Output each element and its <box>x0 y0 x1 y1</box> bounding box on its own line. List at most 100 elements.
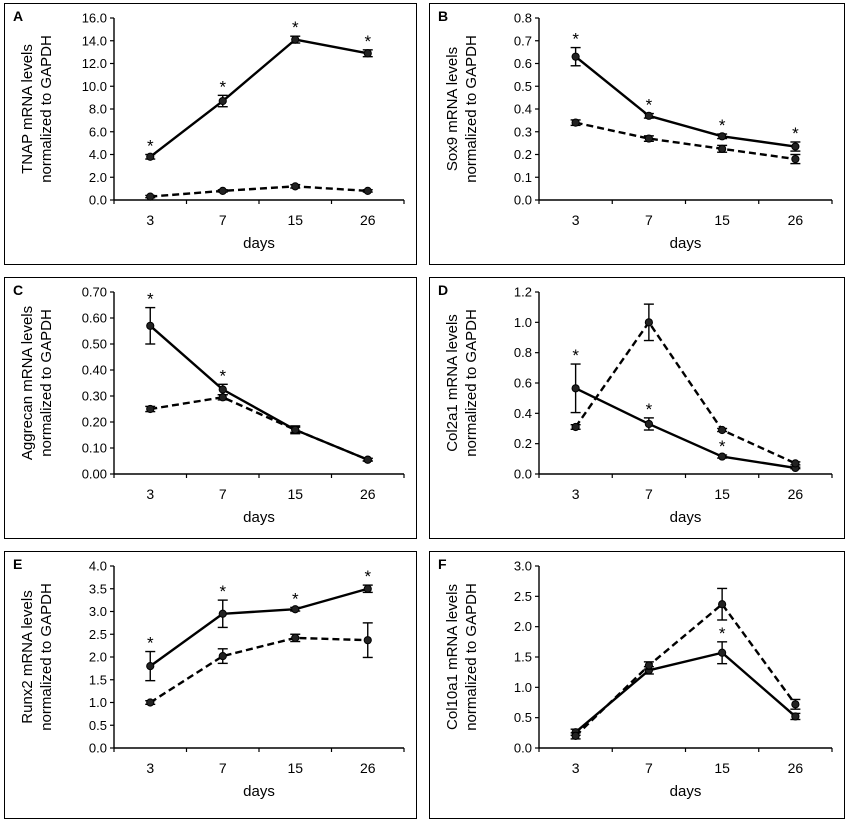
y-tick-label: 0.00 <box>82 467 107 482</box>
data-point-solid <box>363 49 372 58</box>
x-tick-label: 7 <box>645 760 653 776</box>
x-tick-label: 15 <box>287 212 303 228</box>
y-tick-label: 3.0 <box>89 604 107 619</box>
series-line-dashed <box>574 321 796 465</box>
x-tick-label: 26 <box>788 760 804 776</box>
chart-svg-d: D 0.0 0.2 0.4 0.6 0.8 1.0 1.2 3 7 15 26 days Col2a1 m… <box>438 282 833 526</box>
y-tick-label: 16.0 <box>82 11 107 26</box>
y-tick-label: 0.3 <box>514 124 532 139</box>
significance-asterisk: * <box>292 18 299 37</box>
y-tick-label: 1.2 <box>514 285 532 300</box>
y-tick-label: 0.0 <box>89 741 107 756</box>
x-axis-label: days <box>243 235 275 252</box>
y-tick-label: 0.6 <box>514 376 532 391</box>
data-point-dashed <box>718 425 727 435</box>
y-tick-label: 0.5 <box>514 710 532 725</box>
y-tick-label: 0.40 <box>82 363 107 378</box>
data-point-dashed <box>718 600 727 609</box>
x-tick-label: 15 <box>714 760 730 776</box>
significance-asterisk: * <box>219 77 226 96</box>
y-axis-label: normalized to GAPDH <box>38 309 55 457</box>
panel-letter: A <box>13 8 23 24</box>
series-line-dashed <box>150 396 369 461</box>
x-tick-label: 26 <box>360 212 376 228</box>
y-tick-label: 1.5 <box>514 650 532 665</box>
data-point-solid <box>718 452 727 461</box>
chart-svg-a: A 0.0 2.0 4.0 6.0 8.0 10.0 12.0 14.0 16.0 3 7 15 26 da… <box>13 8 405 252</box>
data-point-solid <box>291 605 300 614</box>
data-point-solid <box>363 584 372 593</box>
y-tick-label: 1.0 <box>514 315 532 330</box>
significance-asterisk: * <box>219 582 226 601</box>
x-axis-label: days <box>243 783 275 800</box>
y-axis-label: Runx2 mRNA levels <box>19 590 36 723</box>
data-point-dashed <box>363 186 372 195</box>
y-tick-label: 2.0 <box>89 170 107 185</box>
data-point-dashed <box>218 186 227 195</box>
significance-asterisk: * <box>572 30 579 49</box>
data-point-solid <box>791 142 800 151</box>
data-point-dashed <box>718 144 727 153</box>
y-tick-label: 6.0 <box>89 124 107 139</box>
y-axis-label: Aggrecan mRNA levels <box>19 306 36 460</box>
data-point-dashed <box>291 633 300 642</box>
y-axis-label: Sox9 mRNA levels <box>444 47 461 171</box>
data-point-dashed <box>791 700 800 709</box>
data-point-dashed <box>571 731 580 740</box>
x-tick-label: 3 <box>146 486 154 502</box>
data-point-solid <box>218 96 227 106</box>
y-tick-label: 1.0 <box>514 680 532 695</box>
x-tick-label: 3 <box>146 212 154 228</box>
y-tick-label: 3.0 <box>514 559 532 574</box>
y-tick-label: 0.0 <box>514 741 532 756</box>
significance-asterisk: * <box>147 634 154 653</box>
data-point-dashed <box>291 182 300 191</box>
y-tick-label: 0.50 <box>82 337 107 352</box>
x-tick-label: 15 <box>287 760 303 776</box>
y-tick-label: 2.5 <box>514 589 532 604</box>
series-line-solid <box>574 651 797 734</box>
data-point-dashed <box>146 404 155 414</box>
data-point-solid <box>571 384 580 393</box>
data-point-solid <box>791 712 800 721</box>
panel-letter: B <box>438 8 448 24</box>
data-point-dashed <box>363 636 372 645</box>
chart-panel-e: E 0.0 0.5 1.0 1.5 2.0 2.5 3.0 3.5 4.0 3 7 15 26 days Ru… <box>4 551 417 819</box>
y-axis-label: Col10a1 mRNA levels <box>444 584 461 730</box>
y-tick-label: 0.70 <box>82 285 107 300</box>
series-line-dashed <box>574 603 797 737</box>
x-axis-label: days <box>670 509 702 526</box>
x-tick-label: 15 <box>714 212 730 228</box>
y-axis-label: normalized to GAPDH <box>463 583 480 731</box>
y-tick-label: 0.6 <box>514 56 532 71</box>
series-line-solid <box>574 55 796 148</box>
panel-letter: E <box>13 556 22 572</box>
chart-svg-f: F 0.0 0.5 1.0 1.5 2.0 2.5 3.0 3 7 15 26 days Col10a1 … <box>438 556 833 800</box>
significance-asterisk: * <box>147 290 154 309</box>
y-tick-label: 0.8 <box>514 345 532 360</box>
y-tick-label: 0.4 <box>514 102 532 117</box>
y-axis-label: normalized to GAPDH <box>463 309 480 457</box>
x-tick-label: 26 <box>788 486 804 502</box>
series-line-dashed <box>575 121 796 161</box>
series-line-dashed <box>150 185 368 198</box>
chart-panel-b: B 0.0 0.1 0.2 0.3 0.4 0.5 0.6 0.7 0.8 3 7 15 26 days So… <box>429 3 845 265</box>
y-tick-label: 0.0 <box>514 467 532 482</box>
y-tick-label: 0.10 <box>82 441 107 456</box>
y-tick-label: 12.0 <box>82 56 107 71</box>
data-point-solid <box>644 111 653 120</box>
data-point-solid <box>218 609 227 618</box>
series-line-solid <box>149 587 369 668</box>
y-axis-label: normalized to GAPDH <box>38 583 55 731</box>
y-tick-label: 2.0 <box>89 650 107 665</box>
chart-svg-e: E 0.0 0.5 1.0 1.5 2.0 2.5 3.0 3.5 4.0 3 7 15 26 days Ru… <box>13 556 405 800</box>
significance-asterisk: * <box>572 346 579 365</box>
data-point-dashed <box>644 134 653 143</box>
significance-asterisk: * <box>719 437 726 456</box>
significance-asterisk: * <box>646 400 653 419</box>
data-point-dashed <box>571 422 580 432</box>
chart-svg-c: C 0.00 0.10 0.20 0.30 0.40 0.50 0.60 0.70 3 7 15 26 d… <box>13 282 405 526</box>
significance-asterisk: * <box>364 567 371 586</box>
y-tick-label: 1.0 <box>89 695 107 710</box>
data-point-solid <box>146 321 155 330</box>
